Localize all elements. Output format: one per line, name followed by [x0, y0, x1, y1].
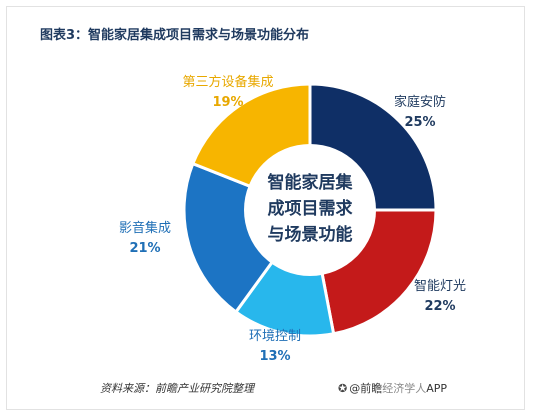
slice-value-1: 25%	[404, 115, 435, 130]
center-label-line-3: 与场景功能	[268, 224, 353, 245]
slice-label-1: 家庭安防	[394, 94, 446, 110]
slice-label-4: 影音集成	[119, 220, 171, 236]
center-label-line-2: 成项目需求	[268, 198, 353, 219]
slice-value-4: 21%	[129, 241, 160, 256]
credit-muted: 经济学人	[382, 382, 427, 395]
slice-value-3: 13%	[259, 349, 290, 364]
slice-label-2: 智能灯光	[414, 279, 466, 294]
center-label: 智能家居集成项目需求与场景功能	[268, 172, 354, 245]
slice-labels: 家庭安防 25% 智能灯光 22% 环境控制 13% 影音集成 21% 第三方设备集成 19%	[119, 74, 466, 364]
credit-prefix: @前瞻	[349, 382, 383, 395]
source-note: 资料来源：前瞻产业研究院整理	[100, 382, 254, 395]
credit: ✪ @前瞻经济学人APP	[338, 380, 447, 396]
slice-label-5: 第三方设备集成	[182, 74, 273, 90]
slice-value-2: 22%	[424, 299, 455, 314]
credit-suffix: APP	[426, 382, 448, 395]
slice-label-3: 环境控制	[249, 329, 301, 344]
donut-hole	[244, 144, 376, 276]
center-label-line-1: 智能家居集	[268, 172, 354, 193]
slice-value-5: 19%	[212, 95, 243, 110]
chart-title: 图表3：智能家居集成项目需求与场景功能分布	[40, 28, 310, 43]
wechat-icon: ✪	[338, 382, 348, 395]
